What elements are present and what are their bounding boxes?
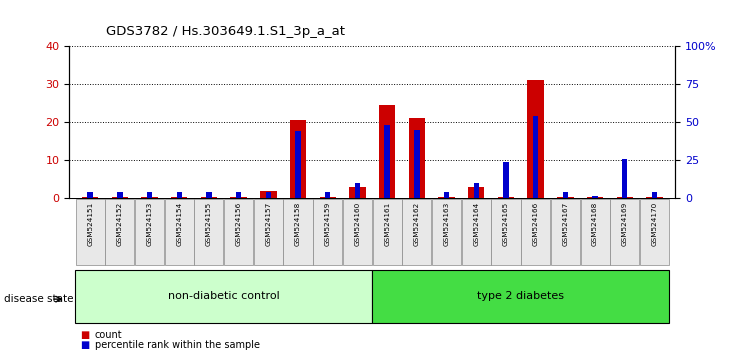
FancyBboxPatch shape [135,199,164,265]
FancyBboxPatch shape [75,270,372,323]
Bar [320,197,336,198]
FancyBboxPatch shape [76,199,104,265]
Bar [652,192,657,198]
Text: GSM524161: GSM524161 [384,202,390,246]
FancyBboxPatch shape [402,199,431,265]
Bar [236,192,242,198]
FancyBboxPatch shape [283,199,312,265]
Bar [290,120,306,198]
Bar [82,197,99,198]
Bar [112,197,128,198]
Text: GSM524158: GSM524158 [295,202,301,246]
Text: GSM524155: GSM524155 [206,202,212,246]
Bar [296,131,301,198]
FancyBboxPatch shape [432,199,461,265]
Bar [201,197,217,198]
Text: GSM524164: GSM524164 [473,202,480,246]
Bar [468,187,485,198]
Bar [592,196,598,198]
Bar [533,116,538,198]
FancyBboxPatch shape [551,199,580,265]
Bar [439,197,455,198]
Bar [557,197,574,198]
Text: GSM524159: GSM524159 [325,202,331,246]
Text: ■: ■ [80,340,90,350]
Text: non-diabetic control: non-diabetic control [168,291,280,302]
Bar [528,80,544,198]
Bar [474,183,479,198]
Text: GSM524154: GSM524154 [176,202,182,246]
Text: disease state: disease state [4,294,73,304]
FancyBboxPatch shape [491,199,520,265]
Bar [349,187,366,198]
Bar [325,192,331,198]
Text: GSM524165: GSM524165 [503,202,509,246]
Text: GSM524163: GSM524163 [444,202,450,246]
Bar [409,118,425,198]
Text: GSM524153: GSM524153 [147,202,153,246]
Text: GSM524152: GSM524152 [117,202,123,246]
FancyBboxPatch shape [343,199,372,265]
Bar [177,192,182,198]
Bar [444,192,449,198]
FancyBboxPatch shape [254,199,283,265]
Text: count: count [95,330,123,339]
FancyBboxPatch shape [372,199,402,265]
FancyBboxPatch shape [194,199,223,265]
Text: GDS3782 / Hs.303649.1.S1_3p_a_at: GDS3782 / Hs.303649.1.S1_3p_a_at [106,25,345,38]
Text: GSM524160: GSM524160 [355,202,361,246]
Bar [88,192,93,198]
Text: GSM524162: GSM524162 [414,202,420,246]
Bar [260,190,277,198]
FancyBboxPatch shape [461,199,491,265]
Bar [498,197,514,198]
Text: type 2 diabetes: type 2 diabetes [477,291,564,302]
Bar [118,192,123,198]
Bar [617,197,633,198]
Bar [171,197,188,198]
Bar [503,162,509,198]
Bar [622,159,627,198]
Bar [231,197,247,198]
Text: GSM524156: GSM524156 [236,202,242,246]
Bar [385,125,390,198]
Bar [355,183,360,198]
FancyBboxPatch shape [640,199,669,265]
FancyBboxPatch shape [165,199,193,265]
Text: percentile rank within the sample: percentile rank within the sample [95,340,260,350]
Bar [414,130,420,198]
FancyBboxPatch shape [372,270,669,323]
Bar [646,197,663,198]
FancyBboxPatch shape [610,199,639,265]
Bar [379,105,396,198]
Text: GSM524170: GSM524170 [651,202,658,246]
FancyBboxPatch shape [313,199,342,265]
FancyBboxPatch shape [580,199,610,265]
Text: GSM524157: GSM524157 [265,202,272,246]
Text: GSM524151: GSM524151 [87,202,93,246]
Bar [147,192,153,198]
Bar [587,197,603,198]
FancyBboxPatch shape [105,199,134,265]
Text: ■: ■ [80,330,90,339]
Text: GSM524169: GSM524169 [622,202,628,246]
Bar [207,192,212,198]
Text: GSM524168: GSM524168 [592,202,598,246]
Bar [563,192,568,198]
Text: GSM524167: GSM524167 [562,202,569,246]
Bar [142,197,158,198]
FancyBboxPatch shape [224,199,253,265]
FancyBboxPatch shape [521,199,550,265]
Bar [266,192,271,198]
Text: GSM524166: GSM524166 [533,202,539,246]
